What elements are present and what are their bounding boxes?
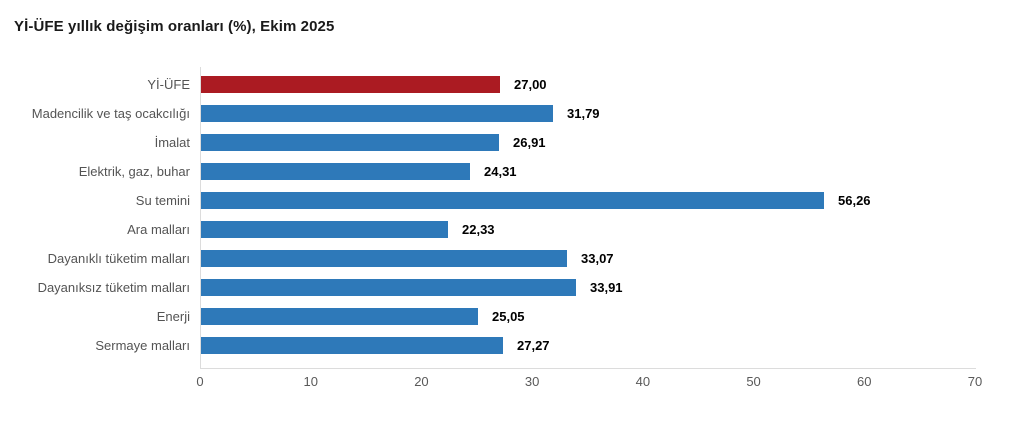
value-label: 33,07 — [581, 251, 614, 266]
x-tick-label: 0 — [196, 374, 204, 389]
x-tick-label: 10 — [303, 374, 318, 389]
x-tick-label: 30 — [524, 374, 540, 389]
value-label: 22,33 — [462, 222, 495, 237]
value-label: 27,00 — [514, 77, 547, 92]
value-label: 56,26 — [838, 193, 871, 208]
value-label: 24,31 — [484, 164, 517, 179]
bar-segment[interactable] — [201, 163, 470, 180]
y-axis-line — [200, 67, 201, 368]
value-label: 33,91 — [590, 280, 623, 295]
category-label: Elektrik, gaz, buhar — [78, 164, 190, 179]
category-label: Sermaye malları — [95, 338, 190, 353]
bar-segment[interactable] — [201, 308, 478, 325]
x-tick-label: 70 — [967, 374, 983, 389]
value-label: 31,79 — [567, 106, 600, 121]
category-label: Ara malları — [127, 222, 190, 237]
bar-highlight[interactable] — [201, 76, 500, 93]
bar-segment[interactable] — [201, 192, 824, 209]
bar-segment[interactable] — [201, 279, 576, 296]
category-label: Yİ-ÜFE — [147, 77, 190, 92]
bar-segment[interactable] — [201, 337, 503, 354]
x-tick-label: 20 — [414, 374, 429, 389]
value-label: 27,27 — [517, 338, 550, 353]
category-label: Dayanıklı tüketim malları — [47, 251, 190, 266]
x-tick-label: 50 — [746, 374, 761, 389]
x-tick-label: 60 — [857, 374, 872, 389]
bar-segment[interactable] — [201, 250, 567, 267]
category-label: İmalat — [154, 135, 190, 150]
x-tick-label: 40 — [635, 374, 651, 389]
category-label: Su temini — [135, 193, 190, 208]
value-label: 25,05 — [492, 309, 525, 324]
bar-segment[interactable] — [201, 134, 499, 151]
category-label: Dayanıksız tüketim malları — [37, 280, 190, 295]
bar-segment[interactable] — [201, 221, 448, 238]
value-label: 26,91 — [513, 135, 546, 150]
category-label: Madencilik ve taş ocakcılığı — [31, 106, 190, 121]
x-axis-line — [200, 368, 976, 369]
bar-segment[interactable] — [201, 105, 553, 122]
category-label: Enerji — [156, 309, 190, 324]
chart-title: Yİ-ÜFE yıllık değişim oranları (%), Ekim… — [14, 18, 335, 35]
